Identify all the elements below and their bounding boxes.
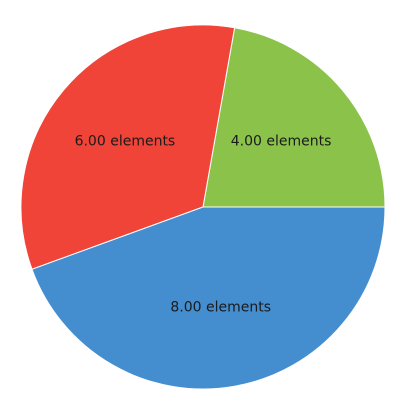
pie-slice-0 bbox=[202, 27, 386, 208]
pie-slice-2 bbox=[31, 206, 386, 390]
pie-slice-label-1: 6.00 elements bbox=[75, 133, 176, 149]
pie-slices bbox=[20, 24, 386, 390]
pie-slice-label-2: 8.00 elements bbox=[170, 299, 271, 315]
pie-slice-label-0: 4.00 elements bbox=[231, 133, 332, 149]
pie-labels: 4.00 elements 6.00 elements 8.00 elements bbox=[75, 133, 332, 315]
pie-slice-1 bbox=[20, 24, 236, 270]
